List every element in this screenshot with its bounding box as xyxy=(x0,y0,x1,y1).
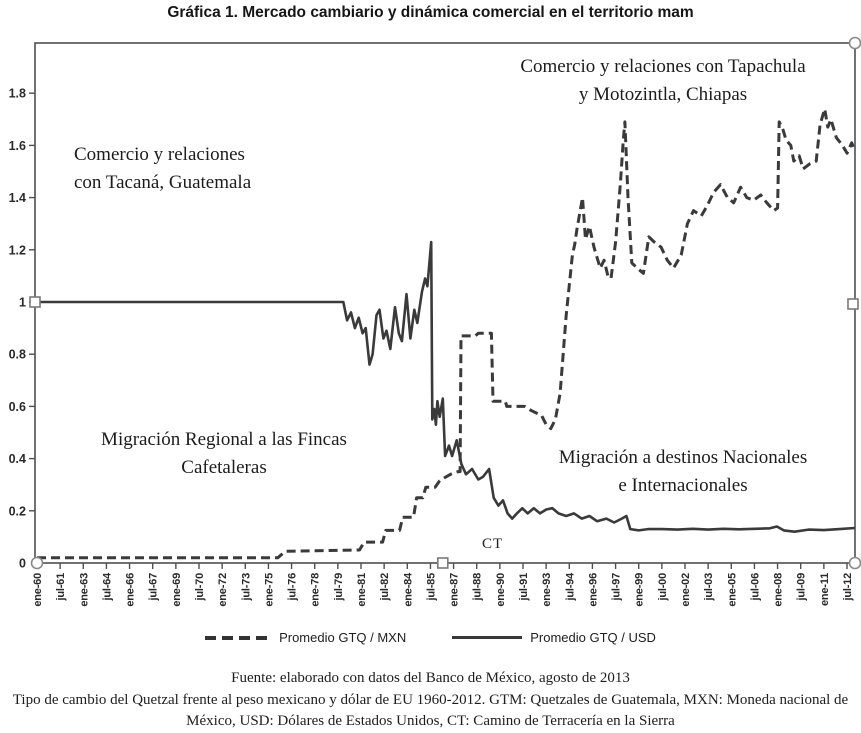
solid-line-swatch-icon xyxy=(452,636,523,639)
y-tick-label: 0.2 xyxy=(9,504,26,518)
annotation-tacana-line1: Comercio y relaciones xyxy=(74,144,245,165)
y-tick-label: 1 xyxy=(19,296,26,310)
x-tick-label: jul-76 xyxy=(287,573,299,602)
source-note: Fuente: elaborado con datos del Banco de… xyxy=(231,670,630,686)
x-tick-label: ene-02 xyxy=(680,573,692,607)
x-tick-label: ene-81 xyxy=(356,573,368,607)
annotation-tacana: Comercio y relaciones con Tacaná, Guatem… xyxy=(74,141,314,197)
series-line-gtq-mxn xyxy=(37,107,857,560)
y-tick-label: 1.2 xyxy=(9,243,26,257)
y-tick-label: 1.6 xyxy=(9,139,26,153)
y-tick-label: 0.4 xyxy=(9,452,26,466)
x-tick-label: ene-72 xyxy=(217,573,229,607)
x-tick-label: jul-12 xyxy=(842,573,854,602)
y-tick-label: 1.4 xyxy=(9,191,26,205)
selection-handle-square-icon xyxy=(29,296,41,308)
y-tick-label: 1.8 xyxy=(9,87,26,101)
legend-label-gtq-mxn: Promedio GTQ / MXN xyxy=(279,630,407,645)
chart-title: Gráfica 1. Mercado cambiario y dinámica … xyxy=(167,4,694,21)
x-tick-label: ene-90 xyxy=(495,573,507,607)
annotation-tapachula-line2: y Motozintla, Chiapas xyxy=(578,84,748,105)
ct-marker-label: CT xyxy=(482,536,504,552)
annotation-nacionales: Migración a destinos Nacionales e Intern… xyxy=(523,444,843,500)
x-tick-label: jul-73 xyxy=(240,573,252,602)
x-tick-label: ene-78 xyxy=(310,573,322,607)
x-tick-label: ene-60 xyxy=(32,573,44,607)
selection-handle-circle-icon xyxy=(30,556,44,570)
x-tick-label: jul-00 xyxy=(657,573,669,602)
annotation-tacana-line2: con Tacaná, Guatemala xyxy=(74,172,252,193)
x-tick-label: ene-96 xyxy=(587,573,599,607)
selection-handle-circle-icon xyxy=(848,556,861,570)
x-tick-label: ene-08 xyxy=(773,573,785,607)
x-tick-label: jul-67 xyxy=(148,573,160,602)
y-tick-label: 0.6 xyxy=(9,400,26,414)
legend-item-gtq-mxn: Promedio GTQ / MXN xyxy=(205,630,406,645)
x-tick-label: ene-66 xyxy=(125,573,137,607)
x-tick-label: ene-93 xyxy=(541,573,553,607)
series-line-gtq-usd xyxy=(37,240,855,533)
x-tick-label: jul-06 xyxy=(749,573,761,602)
x-tick-label: ene-75 xyxy=(263,573,275,607)
x-tick-label: ene-84 xyxy=(402,572,414,607)
x-tick-label: ene-63 xyxy=(78,573,90,607)
x-tick-label: ene-05 xyxy=(726,573,738,607)
annotation-fincas-line1: Migración Regional a las Fincas xyxy=(101,429,347,450)
annotation-nacionales-line1: Migración a destinos Nacionales xyxy=(558,447,808,468)
x-tick-label: jul-82 xyxy=(379,573,391,602)
x-tick-label: jul-91 xyxy=(518,573,530,602)
x-tick-label: ene-11 xyxy=(819,573,831,606)
x-tick-label: jul-61 xyxy=(55,573,67,602)
x-tick-label: jul-94 xyxy=(564,572,576,602)
y-tick-label: 0 xyxy=(19,557,26,571)
annotation-tapachula-line1: Comercio y relaciones con Tapachula xyxy=(520,56,806,77)
x-tick-label: ene-69 xyxy=(171,573,183,607)
x-tick-label: ene-99 xyxy=(634,573,646,607)
x-tick-label: jul-70 xyxy=(194,573,206,602)
selection-handle-square-icon xyxy=(437,557,449,569)
chart-plot: 0 0.2 0.4 0.6 0.8 1 1.2 1.4 1.6 1.8 ene-60 jul-61 en… xyxy=(9,36,861,607)
chart-legend: Promedio GTQ / MXN Promedio GTQ / USD xyxy=(0,630,861,645)
annotation-tapachula: Comercio y relaciones con Tapachula y Mo… xyxy=(468,53,858,109)
annotation-nacionales-line2: e Internacionales xyxy=(618,475,748,496)
x-tick-label: jul-64 xyxy=(101,572,113,602)
legend-label-gtq-usd: Promedio GTQ / USD xyxy=(530,630,656,645)
x-tick-label: jul-03 xyxy=(703,573,715,602)
x-tick-label: jul-79 xyxy=(333,573,345,602)
dashed-line-swatch-icon xyxy=(205,635,272,640)
selection-handle-square-icon xyxy=(847,298,859,310)
y-tick-label: 0.8 xyxy=(9,348,26,362)
figure-caption: Tipo de cambio del Quetzal frente al pes… xyxy=(12,692,849,729)
x-tick-label: ene-87 xyxy=(449,573,461,607)
x-tick-label: jul-85 xyxy=(425,573,437,602)
annotation-fincas: Migración Regional a las Fincas Cafetale… xyxy=(64,426,384,482)
selection-handle-circle-icon xyxy=(848,36,861,50)
legend-item-gtq-usd: Promedio GTQ / USD xyxy=(452,630,656,645)
annotation-fincas-line2: Cafetaleras xyxy=(181,457,267,478)
x-tick-label: jul-97 xyxy=(611,573,623,602)
x-tick-label: jul-09 xyxy=(796,573,808,602)
x-tick-label: jul-88 xyxy=(472,573,484,602)
